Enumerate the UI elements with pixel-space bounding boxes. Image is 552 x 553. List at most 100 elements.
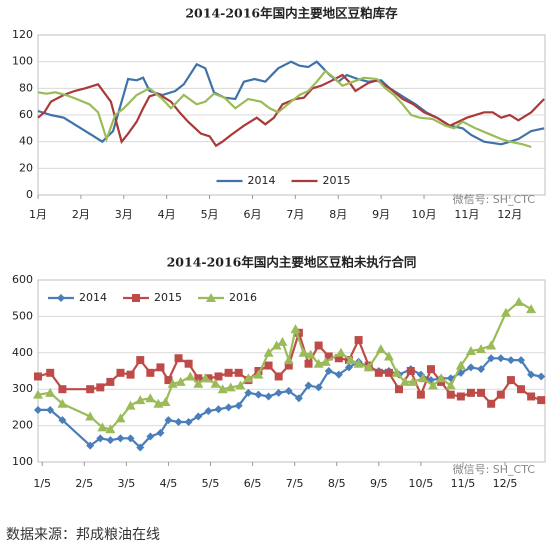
marker	[185, 371, 196, 381]
x-tick-label: 6月	[243, 208, 261, 221]
x-tick-label: 5/5	[202, 477, 220, 490]
marker	[58, 416, 67, 425]
y-tick-label: 200	[12, 419, 33, 432]
marker	[477, 388, 486, 397]
marker	[416, 390, 425, 399]
marker	[466, 363, 475, 372]
marker	[506, 376, 515, 385]
y-tick-label: 40	[19, 135, 33, 148]
marker	[455, 360, 466, 370]
marker	[284, 361, 293, 370]
marker	[374, 368, 383, 377]
marker	[354, 336, 363, 345]
x-tick-label: 8/5	[328, 477, 346, 490]
marker	[97, 422, 108, 432]
marker	[135, 395, 146, 405]
marker	[33, 389, 43, 399]
x-tick-label: 12月	[497, 208, 522, 221]
marker	[476, 344, 487, 354]
marker	[204, 374, 213, 383]
y-tick-label: 60	[19, 108, 33, 121]
marker	[314, 341, 323, 350]
marker	[106, 377, 115, 386]
marker	[290, 324, 301, 334]
legend-label: 2014	[248, 174, 276, 187]
annotation: 微信号: SH_CTC	[453, 192, 536, 206]
marker	[200, 373, 211, 383]
x-tick-label: 3/5	[118, 477, 136, 490]
marker	[184, 359, 193, 368]
marker	[345, 355, 356, 365]
marker	[58, 385, 67, 394]
marker	[194, 374, 203, 383]
marker	[304, 381, 313, 390]
marker	[106, 436, 115, 445]
marker	[284, 387, 293, 396]
y-tick-label: 300	[12, 382, 33, 395]
marker	[271, 340, 282, 350]
marker	[314, 383, 323, 392]
marker	[243, 373, 254, 383]
legend-label: 2015	[154, 291, 182, 304]
marker	[96, 434, 105, 443]
marker	[283, 355, 294, 365]
marker	[86, 385, 95, 394]
x-tick-label: 2月	[72, 208, 90, 221]
x-tick-label: 1月	[29, 208, 47, 221]
x-tick-label: 7/5	[286, 477, 304, 490]
x-tick-label: 12/5	[493, 477, 518, 490]
y-tick-label: 80	[19, 81, 33, 94]
marker	[417, 373, 428, 383]
marker	[537, 396, 546, 405]
marker	[428, 380, 439, 390]
marker	[125, 400, 136, 410]
marker	[126, 434, 135, 443]
marker	[487, 354, 496, 363]
plot-frame	[37, 34, 546, 196]
marker	[456, 392, 465, 401]
legend-label: 2016	[229, 291, 257, 304]
marker	[116, 434, 125, 443]
marker	[334, 354, 343, 363]
x-tick-label: 10月	[412, 208, 437, 221]
x-tick-label: 9月	[372, 208, 390, 221]
marker	[446, 390, 455, 399]
x-tick-label: 7月	[286, 208, 304, 221]
plot-frame	[37, 279, 546, 463]
marker	[214, 405, 223, 414]
marker	[517, 356, 526, 365]
marker	[175, 376, 186, 386]
marker	[224, 403, 233, 412]
x-tick-label: 8月	[329, 208, 347, 221]
marker	[294, 394, 303, 403]
marker	[45, 387, 56, 397]
marker	[277, 336, 288, 346]
marker	[160, 396, 171, 406]
marker	[363, 362, 374, 372]
marker	[194, 412, 203, 421]
marker	[46, 405, 55, 414]
marker	[486, 340, 497, 350]
marker	[136, 356, 145, 365]
marker	[86, 441, 95, 450]
marker	[517, 385, 526, 394]
x-tick-label: 5月	[201, 208, 219, 221]
marker	[234, 401, 243, 410]
marker	[264, 392, 273, 401]
marker	[527, 392, 536, 401]
marker	[145, 393, 156, 403]
series-line	[37, 69, 532, 149]
marker	[193, 378, 204, 388]
x-tick-label: 11/5	[451, 477, 476, 490]
marker	[164, 416, 173, 425]
y-tick-label: 500	[12, 309, 33, 322]
marker	[466, 388, 475, 397]
y-tick-label: 20	[19, 161, 33, 174]
marker	[206, 293, 216, 302]
marker	[132, 294, 140, 302]
marker	[334, 370, 343, 379]
marker	[85, 411, 96, 421]
marker	[126, 370, 135, 379]
